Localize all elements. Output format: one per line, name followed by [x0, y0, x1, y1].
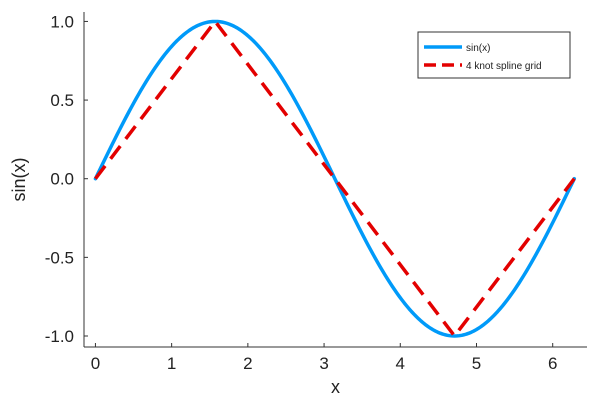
- x-tick-label: 5: [472, 354, 481, 373]
- series-line-spline: [94, 18, 576, 339]
- series: [93, 18, 577, 339]
- y-tick-label: -0.5: [45, 248, 74, 267]
- x-tick-label: 2: [243, 354, 252, 373]
- x-tick-label: 4: [396, 354, 405, 373]
- x-tick-label: 6: [548, 354, 557, 373]
- legend: sin(x) 4 knot spline grid: [417, 31, 571, 79]
- x-tick-label: 0: [91, 354, 100, 373]
- series-line-sin: [93, 19, 577, 338]
- y-axis-label: sin(x): [9, 158, 29, 202]
- x-tick-label: 1: [167, 354, 176, 373]
- ticks: 0 1 2 3 4 5 6 -1.0 -0.5 0.0 0.5 1.0: [45, 12, 558, 373]
- y-tick-label: 0.5: [50, 91, 74, 110]
- x-tick-label: 3: [319, 354, 328, 373]
- y-tick-label: 1.0: [50, 12, 74, 31]
- y-tick-label: -1.0: [45, 327, 74, 346]
- legend-label-sin: sin(x): [466, 43, 490, 54]
- axes: [83, 12, 587, 348]
- y-tick-label: 0.0: [50, 170, 74, 189]
- legend-box: [417, 31, 571, 79]
- legend-label-spline: 4 knot spline grid: [466, 61, 542, 72]
- x-axis-label: x: [331, 377, 340, 397]
